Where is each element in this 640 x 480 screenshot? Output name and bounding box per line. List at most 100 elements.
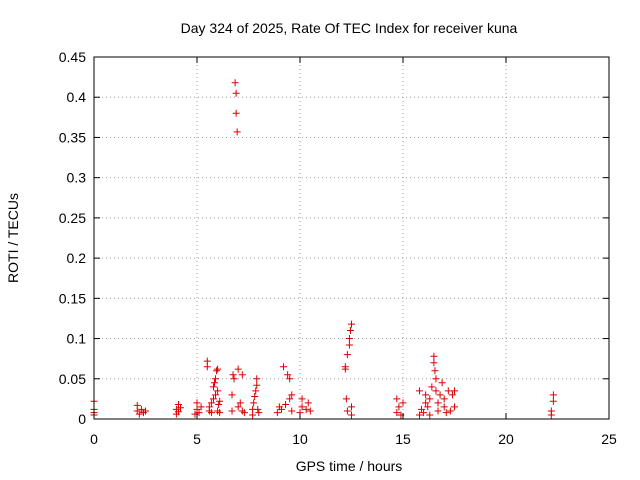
data-point [236, 399, 244, 407]
data-point [214, 387, 222, 395]
y-tick-label: 0 [78, 411, 86, 427]
data-point [228, 391, 236, 399]
data-point [440, 403, 448, 411]
data-point [345, 335, 353, 343]
data-point [133, 401, 141, 409]
data-point [216, 409, 224, 417]
y-tick-label: 0.35 [59, 129, 86, 145]
data-point [207, 409, 215, 417]
data-point [193, 399, 201, 407]
data-point [430, 352, 438, 360]
data-point [549, 391, 557, 399]
data-point [286, 395, 294, 403]
y-tick-label: 0.1 [67, 331, 87, 347]
data-point [426, 411, 434, 419]
data-point [424, 403, 432, 411]
x-tick-label: 0 [90, 431, 98, 447]
data-point [446, 407, 454, 415]
data-point [346, 327, 354, 335]
data-point [342, 395, 350, 403]
data-point [252, 387, 260, 395]
y-tick-label: 0.15 [59, 290, 86, 306]
x-tick-label: 20 [498, 431, 514, 447]
y-tick-label: 0.25 [59, 210, 86, 226]
data-point [343, 407, 351, 415]
data-point [253, 381, 261, 389]
data-point [234, 403, 242, 411]
y-tick-label: 0.05 [59, 371, 86, 387]
y-axis-label: ROTI / TECUs [5, 193, 21, 283]
data-point [215, 401, 223, 409]
x-tick-label: 10 [292, 431, 308, 447]
data-point [430, 359, 438, 367]
data-point [250, 399, 258, 407]
data-point [197, 403, 205, 411]
data-point [228, 407, 236, 415]
data-point [240, 409, 248, 417]
plot-frame [93, 56, 610, 420]
y-tick-label: 0.2 [67, 250, 87, 266]
data-point [343, 351, 351, 359]
data-point [288, 391, 296, 399]
data-point [431, 367, 439, 375]
data-point [442, 409, 450, 417]
grid-lines [94, 57, 609, 419]
data-point [251, 392, 259, 400]
data-point [277, 405, 285, 413]
data-point [451, 387, 458, 395]
data-point [253, 375, 261, 383]
data-point [212, 375, 220, 383]
x-tick-label: 25 [601, 431, 617, 447]
data-point [420, 409, 428, 417]
data-point [422, 399, 430, 407]
data-point [345, 341, 353, 349]
data-point [174, 408, 182, 416]
data-point [195, 409, 203, 417]
data-point [209, 383, 217, 391]
data-point [177, 404, 185, 412]
data-point [231, 79, 239, 87]
data-point [549, 397, 557, 405]
data-point [304, 399, 312, 407]
y-tick-label: 0.45 [59, 49, 86, 65]
data-point [547, 407, 555, 415]
data-point [348, 320, 355, 328]
data-point [302, 405, 310, 413]
data-point [213, 367, 221, 375]
data-points [90, 79, 557, 419]
data-point [415, 411, 423, 419]
data-point [436, 391, 444, 399]
data-point [229, 371, 237, 379]
data-point [288, 407, 296, 415]
data-point [422, 391, 430, 399]
chart-title: Day 324 of 2025, Rate Of TEC Index for r… [181, 20, 518, 36]
data-point [280, 363, 288, 371]
data-point [426, 395, 434, 403]
y-tick-label: 0.3 [67, 170, 87, 186]
y-tick-label: 0.4 [67, 89, 87, 105]
data-point [211, 379, 219, 387]
data-point [230, 375, 238, 383]
data-point [393, 409, 401, 417]
data-point [232, 89, 240, 97]
data-point [348, 403, 355, 411]
y-axis: 0 0.05 0.1 0.15 0.2 0.25 0.3 0.35 0.4 0.45 [59, 49, 609, 427]
data-point [348, 411, 355, 419]
x-tick-label: 15 [395, 431, 411, 447]
data-point [298, 403, 306, 411]
x-axis: 0 5 10 15 20 25 [90, 57, 617, 447]
data-point [234, 365, 242, 373]
data-point [432, 387, 440, 395]
data-point [142, 407, 149, 415]
data-point [205, 403, 213, 411]
data-point [135, 410, 143, 418]
data-point [284, 371, 292, 379]
data-point [444, 387, 452, 395]
data-point [440, 395, 448, 403]
data-point [395, 403, 403, 411]
data-point [393, 395, 401, 403]
data-point [286, 375, 294, 383]
x-tick-label: 5 [193, 431, 201, 447]
data-point [238, 371, 246, 379]
